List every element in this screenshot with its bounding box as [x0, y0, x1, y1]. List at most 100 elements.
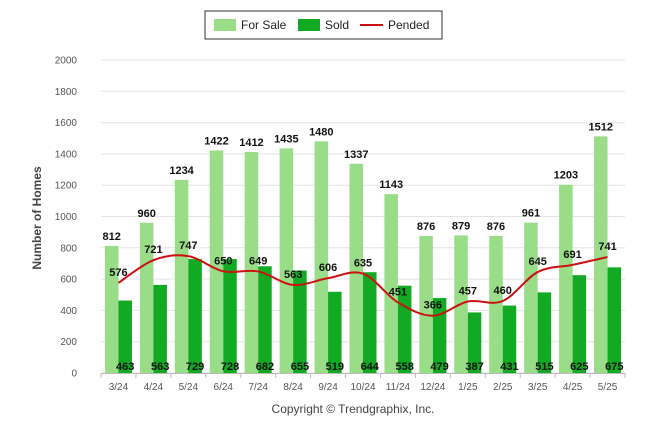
bar-sold [572, 275, 587, 373]
label-sold: 515 [535, 361, 553, 373]
x-axis-ticks: 3/24 4/24 5/24 6/24 7/24 8/24 9/24 10/24 11/24 12… [100, 373, 626, 393]
x-tick-label: 4/25 [563, 382, 583, 393]
label-for-sale: 812 [103, 231, 121, 243]
y-tick-label: 1400 [55, 149, 78, 160]
label-sold: 431 [500, 361, 518, 373]
x-tick-label: 1/25 [458, 382, 478, 393]
legend-box [204, 10, 443, 40]
x-tick-label: 12/24 [420, 382, 445, 393]
label-for-sale: 961 [522, 208, 540, 220]
x-tick-label: 2/25 [493, 382, 513, 393]
label-pended: 645 [528, 256, 546, 268]
bar-for-sale [244, 152, 259, 373]
x-tick-label: 4/24 [144, 382, 164, 393]
bar-for-sale [419, 235, 433, 373]
label-pended: 563 [284, 269, 302, 281]
bar-sold [153, 284, 167, 373]
legend-label-for-sale: For Sale [241, 18, 287, 32]
bar-sold [363, 272, 377, 373]
copyright-text: Copyright © Trendgraphix, Inc. [272, 402, 435, 416]
pended-line-layer [117, 254, 608, 317]
label-pended: 457 [459, 285, 477, 297]
y-tick-label: 1200 [55, 181, 78, 192]
bar-sold [607, 267, 622, 373]
data-labels: 812 463 960 563 1234 729 1422 728 1412 682 1435 655… [103, 121, 624, 373]
label-sold: 655 [291, 361, 309, 373]
y-tick-label: 1000 [55, 212, 78, 223]
bar-for-sale [349, 163, 363, 373]
bar-for-sale [209, 150, 224, 373]
label-pended: 451 [389, 286, 407, 298]
bar-sold [502, 305, 517, 373]
label-for-sale: 1480 [309, 126, 333, 138]
label-for-sale: 879 [452, 220, 470, 232]
label-sold: 728 [221, 361, 239, 373]
legend: For Sale Sold Pended [204, 10, 443, 40]
y-axis-ticks: 0 200 400 600 800 1000 1200 1400 1600 1800 2000 [55, 56, 78, 380]
y-tick-label: 0 [71, 369, 77, 380]
label-sold: 558 [396, 361, 414, 373]
x-tick-label: 3/25 [528, 382, 548, 393]
bar-for-sale [139, 222, 154, 373]
bar-for-sale [559, 184, 573, 373]
bar-sold [188, 258, 202, 373]
x-tick-label: 5/24 [179, 382, 199, 393]
label-pended: 747 [179, 240, 197, 252]
label-pended: 649 [249, 255, 267, 267]
x-tick-label: 6/24 [214, 382, 234, 393]
label-sold: 387 [465, 361, 483, 373]
x-tick-label: 11/24 [386, 382, 411, 393]
label-sold: 463 [116, 361, 134, 373]
label-pended: 721 [144, 244, 162, 256]
bar-sold [223, 259, 237, 373]
label-pended: 366 [424, 300, 442, 312]
legend-swatch-for-sale [214, 19, 236, 31]
bar-for-sale [384, 194, 398, 373]
y-tick-label: 400 [60, 306, 77, 317]
y-tick-label: 2000 [55, 56, 78, 67]
label-sold: 644 [361, 361, 380, 373]
x-tick-label: 5/25 [598, 382, 618, 393]
y-tick-label: 600 [60, 275, 77, 286]
pended-line [117, 254, 608, 317]
x-tick-label: 3/24 [109, 382, 129, 393]
label-for-sale: 876 [487, 221, 505, 233]
label-sold: 563 [151, 361, 169, 373]
label-for-sale: 1512 [589, 121, 613, 133]
label-sold: 625 [570, 361, 588, 373]
bar-sold [328, 291, 342, 373]
label-sold: 675 [605, 361, 623, 373]
legend-swatch-sold [298, 19, 320, 31]
x-tick-label: 10/24 [350, 382, 375, 393]
label-sold: 479 [430, 361, 448, 373]
bars [104, 136, 622, 373]
bar-for-sale [174, 179, 189, 373]
label-for-sale: 1234 [169, 165, 194, 177]
label-pended: 691 [563, 249, 581, 261]
label-pended: 635 [354, 258, 372, 270]
bar-sold [467, 312, 482, 373]
y-tick-label: 1800 [55, 87, 78, 98]
bar-sold [118, 300, 132, 373]
label-for-sale: 876 [417, 221, 435, 233]
bar-sold [432, 298, 447, 373]
legend-label-pended: Pended [388, 18, 429, 32]
bar-for-sale [489, 235, 503, 373]
label-for-sale: 1337 [344, 149, 368, 161]
label-sold: 729 [186, 361, 204, 373]
label-for-sale: 1435 [274, 133, 298, 145]
bar-sold [258, 266, 272, 373]
label-for-sale: 960 [137, 208, 155, 220]
label-for-sale: 1143 [379, 179, 403, 191]
label-pended: 650 [214, 255, 232, 267]
y-tick-label: 1600 [55, 118, 78, 129]
y-tick-label: 800 [60, 243, 77, 254]
label-pended: 606 [319, 262, 337, 274]
label-sold: 682 [256, 361, 274, 373]
label-pended: 460 [494, 285, 512, 297]
bar-for-sale [594, 136, 608, 373]
bar-for-sale [104, 245, 119, 373]
label-pended: 576 [109, 267, 127, 279]
bar-sold [293, 270, 307, 373]
